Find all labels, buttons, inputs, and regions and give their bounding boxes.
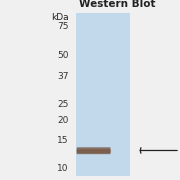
Text: 10: 10 bbox=[57, 165, 68, 174]
FancyBboxPatch shape bbox=[77, 147, 111, 154]
Text: 15: 15 bbox=[57, 136, 68, 145]
FancyBboxPatch shape bbox=[77, 150, 110, 154]
Bar bbox=[76, 13, 130, 176]
Text: 37: 37 bbox=[57, 72, 68, 81]
Text: Western Blot: Western Blot bbox=[79, 0, 155, 9]
Text: 25: 25 bbox=[57, 100, 68, 109]
FancyBboxPatch shape bbox=[77, 149, 110, 153]
Text: 75: 75 bbox=[57, 22, 68, 32]
FancyBboxPatch shape bbox=[77, 149, 110, 154]
Text: 20: 20 bbox=[57, 116, 68, 125]
Text: kDa: kDa bbox=[51, 13, 68, 22]
FancyBboxPatch shape bbox=[77, 150, 110, 155]
Text: 50: 50 bbox=[57, 51, 68, 60]
FancyBboxPatch shape bbox=[77, 148, 110, 153]
